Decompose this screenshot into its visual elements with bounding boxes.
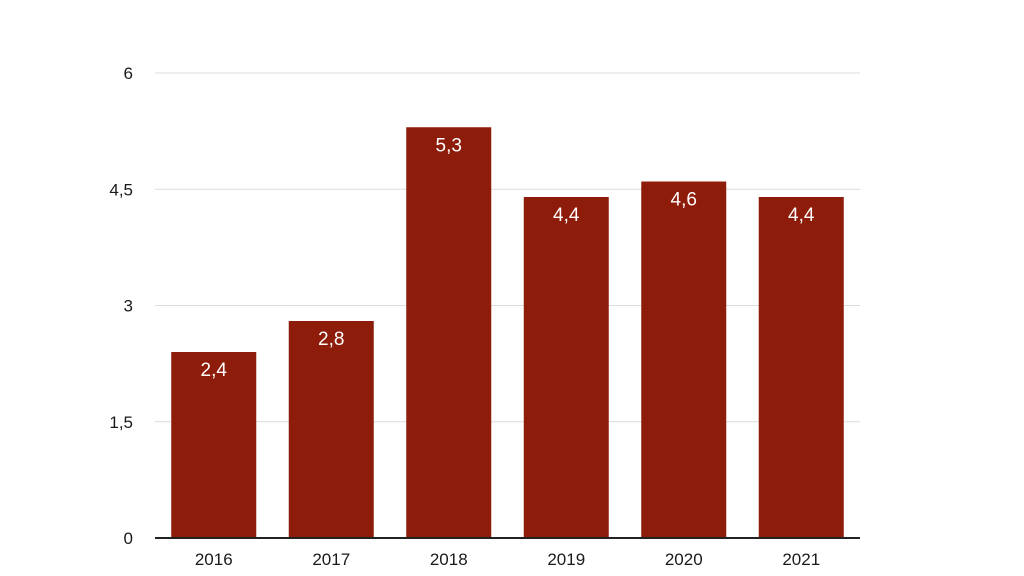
y-tick-label-3: 4,5: [109, 180, 133, 199]
bars: [171, 127, 844, 538]
bar-2017: [288, 321, 374, 538]
data-label-2017: 2,8: [318, 329, 344, 350]
bar-2016: [171, 352, 257, 538]
data-label-2016: 2,4: [201, 360, 228, 381]
data-label-2021: 4,4: [788, 205, 815, 226]
x-tick-label-2016: 2016: [195, 550, 233, 569]
x-tick-label-2018: 2018: [430, 550, 468, 569]
x-tick-label-2017: 2017: [312, 550, 350, 569]
bar-2021: [758, 197, 844, 538]
data-label-2020: 4,6: [671, 190, 697, 211]
y-tick-label-2: 3: [124, 297, 133, 316]
grid-lines: [155, 72, 860, 423]
y-tick-label-1: 1,5: [109, 413, 133, 432]
labels: 0 1,5 3 4,5 6 2,4 2016 2,8 2017 5,3 2018 4,4 2019 4,6…: [109, 64, 820, 569]
x-tick-label-2019: 2019: [547, 550, 585, 569]
bar-2018: [406, 127, 492, 538]
y-tick-label-0: 0: [124, 529, 133, 548]
y-tick-label-4: 6: [124, 64, 133, 83]
x-tick-label-2021: 2021: [782, 550, 820, 569]
data-label-2018: 5,3: [436, 135, 462, 156]
bar-2019: [523, 197, 609, 538]
x-tick-label-2020: 2020: [665, 550, 703, 569]
bar-2020: [641, 181, 727, 538]
data-label-2019: 4,4: [553, 205, 580, 226]
